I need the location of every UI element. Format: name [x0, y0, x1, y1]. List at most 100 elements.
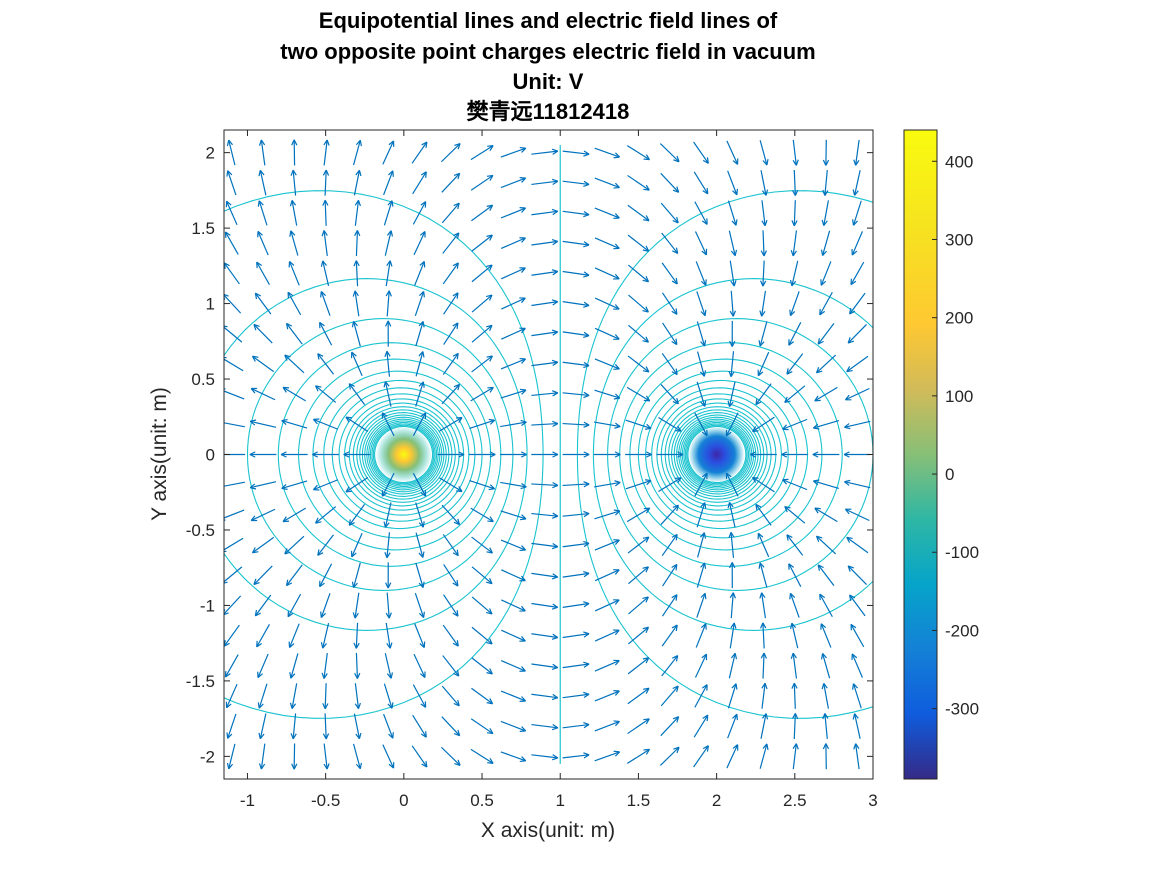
- field-arrow: [354, 652, 361, 679]
- field-arrow: [626, 748, 651, 764]
- field-arrow: [531, 512, 559, 519]
- colorbar-tick-label: 0: [945, 465, 954, 484]
- field-arrow: [471, 294, 493, 313]
- field-arrow: [656, 451, 684, 458]
- field-arrow: [258, 713, 267, 740]
- field-arrow: [352, 290, 360, 317]
- field-arrow: [384, 230, 394, 256]
- x-tick-label: -1: [240, 791, 255, 810]
- title-line-1: Equipotential lines and electric field l…: [319, 8, 778, 33]
- field-arrow: [500, 751, 527, 763]
- field-arrow: [257, 683, 268, 709]
- field-arrow: [562, 570, 590, 578]
- field-arrow: [289, 230, 299, 256]
- field-arrow: [441, 716, 461, 737]
- field-arrow: [593, 480, 621, 488]
- field-arrow: [354, 199, 361, 226]
- field-arrow: [412, 201, 427, 225]
- field-arrow: [470, 748, 494, 764]
- field-arrow: [822, 139, 830, 166]
- field-arrow: [851, 231, 863, 256]
- field-arrow: [224, 481, 245, 490]
- field-arrow: [593, 421, 621, 429]
- field-arrow: [345, 416, 369, 433]
- field-arrow: [531, 481, 559, 489]
- field-arrow: [727, 501, 736, 528]
- field-arrow: [658, 416, 682, 432]
- field-arrow: [781, 451, 809, 458]
- field-arrow: [696, 381, 707, 407]
- field-arrow: [562, 421, 590, 428]
- title-line-2: two opposite point charges electric fiel…: [280, 39, 815, 64]
- field-arrow: [323, 139, 330, 166]
- field-arrow: [291, 743, 298, 770]
- equipotential-line: [369, 421, 438, 488]
- field-arrow: [760, 652, 767, 679]
- field-arrow: [350, 533, 363, 558]
- field-arrow: [500, 539, 527, 552]
- field-arrow: [315, 385, 337, 403]
- equipotential-lines: [224, 145, 873, 764]
- field-arrow: [627, 234, 650, 252]
- field-arrow: [562, 331, 590, 339]
- field-arrow: [317, 534, 335, 556]
- field-arrow: [319, 563, 333, 588]
- field-arrow: [661, 352, 678, 376]
- field-arrow: [694, 201, 708, 225]
- field-arrow: [693, 714, 709, 738]
- field-arrow: [413, 231, 426, 256]
- field-arrow: [385, 592, 392, 619]
- plot-area: -1 -0.5 0 0.5 1 1.5 2 2.5 3 -2 -1.5 -1 -0.5 0 0.5 1 1.5…: [148, 129, 878, 842]
- field-arrow: [415, 351, 425, 377]
- y-tick-label: -1.5: [186, 672, 215, 691]
- field-arrow: [790, 652, 798, 679]
- y-tick-label: 1: [206, 295, 215, 314]
- field-arrow: [350, 351, 363, 376]
- field-arrow: [594, 629, 620, 642]
- field-arrow: [660, 384, 680, 405]
- field-arrow: [258, 743, 266, 770]
- field-arrow: [501, 327, 526, 340]
- field-arrow: [853, 743, 860, 770]
- field-arrow: [469, 418, 496, 429]
- field-arrow: [660, 172, 680, 193]
- field-arrow: [249, 451, 277, 458]
- x-axis-ticks: -1 -0.5 0 0.5 1 1.5 2 2.5 3: [240, 130, 878, 810]
- field-arrow: [661, 594, 678, 617]
- field-arrow: [441, 383, 461, 405]
- field-arrow: [786, 353, 804, 375]
- field-arrow: [280, 451, 308, 458]
- colorbar-fill: [904, 130, 937, 779]
- field-arrow: [471, 324, 493, 343]
- field-arrow: [844, 479, 871, 489]
- field-arrow: [594, 358, 620, 370]
- field-arrow: [727, 170, 738, 196]
- field-arrow: [441, 172, 461, 193]
- field-arrow: [531, 693, 559, 701]
- field-arrow: [822, 713, 829, 740]
- field-arrow: [594, 297, 620, 310]
- field-arrow: [661, 262, 678, 285]
- colorbar-tick-label: 300: [945, 230, 973, 249]
- field-arrow: [822, 743, 830, 770]
- field-arrow: [312, 479, 339, 491]
- field-arrow: [759, 140, 769, 166]
- field-arrow: [849, 292, 866, 315]
- field-arrow: [662, 563, 678, 587]
- field-arrow: [728, 531, 735, 558]
- field-arrow: [501, 267, 526, 280]
- field-arrow: [443, 322, 459, 345]
- field-arrow: [594, 509, 621, 520]
- field-arrow: [694, 412, 708, 437]
- field-arrow: [853, 139, 860, 166]
- field-arrow: [760, 713, 769, 739]
- field-arrow: [500, 357, 527, 370]
- field-arrow: [625, 419, 652, 430]
- field-arrow: [352, 592, 360, 619]
- field-arrow: [792, 139, 799, 166]
- field-arrow: [531, 633, 559, 640]
- field-arrow: [442, 232, 460, 254]
- field-arrows: [224, 139, 871, 770]
- field-arrow: [500, 690, 527, 702]
- field-arrow: [284, 354, 305, 374]
